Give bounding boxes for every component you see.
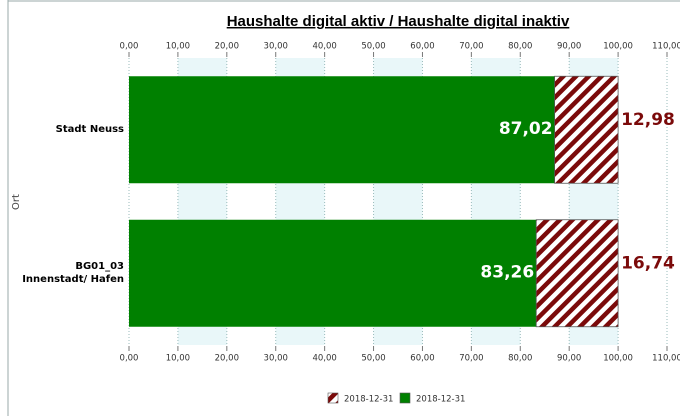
x-tick-label: 50,00 (361, 42, 385, 52)
bar-segment (129, 76, 555, 184)
y-tick-label: BG01_03 Innenstadt/ Hafen (22, 261, 124, 286)
x-tick-label: 80,00 (508, 354, 532, 364)
x-tick-label: 80,00 (508, 42, 532, 52)
x-tick-label: 60,00 (410, 42, 434, 52)
x-tick-label: 110,00 (652, 42, 680, 52)
bar-segment (554, 75, 619, 184)
x-tick-label: 20,00 (215, 42, 239, 52)
x-tick-label: 10,00 (166, 354, 190, 364)
x-tick-label: 30,00 (264, 354, 288, 364)
x-tick-label: 0,00 (120, 42, 139, 52)
x-tick-label: 40,00 (312, 42, 336, 52)
x-tick-label: 70,00 (459, 354, 483, 364)
x-tick-label: 30,00 (264, 42, 288, 52)
x-tick-label: 90,00 (557, 42, 581, 52)
data-label: 83,26 (480, 262, 534, 282)
x-tick-label: 40,00 (312, 354, 336, 364)
data-label: 16,74 (621, 253, 675, 273)
legend-label: 2018-12-31 (416, 395, 465, 405)
x-tick-label: 100,00 (603, 354, 633, 364)
x-tick-label: 50,00 (361, 354, 385, 364)
x-tick-label: 20,00 (215, 354, 239, 364)
x-tick-label: 90,00 (557, 354, 581, 364)
x-tick-label: 60,00 (410, 354, 434, 364)
legend-swatch (399, 392, 411, 404)
legend-label: 2018-12-31 (344, 395, 393, 405)
data-label: 12,98 (621, 110, 675, 130)
x-tick-label: 0,00 (120, 354, 139, 364)
bar-segment (129, 219, 537, 327)
legend-swatch (327, 392, 339, 404)
y-tick-label: Stadt Neuss (55, 124, 124, 136)
bar-segment (535, 219, 619, 328)
x-tick-label: 70,00 (459, 42, 483, 52)
x-tick-label: 10,00 (166, 42, 190, 52)
x-tick-label: 110,00 (652, 354, 680, 364)
y-axis-label: Ort (11, 194, 22, 210)
x-tick-label: 100,00 (603, 42, 633, 52)
chart-title: Haushalte digital aktiv / Haushalte digi… (227, 13, 570, 30)
data-label: 87,02 (499, 119, 553, 139)
